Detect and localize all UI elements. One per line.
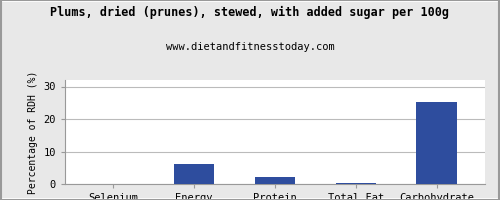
Text: www.dietandfitnesstoday.com: www.dietandfitnesstoday.com xyxy=(166,42,334,52)
Bar xyxy=(416,102,457,184)
Bar xyxy=(336,183,376,184)
Bar xyxy=(174,164,214,184)
Bar xyxy=(255,177,295,184)
Y-axis label: Percentage of RDH (%): Percentage of RDH (%) xyxy=(28,70,38,194)
Text: Plums, dried (prunes), stewed, with added sugar per 100g: Plums, dried (prunes), stewed, with adde… xyxy=(50,6,450,19)
